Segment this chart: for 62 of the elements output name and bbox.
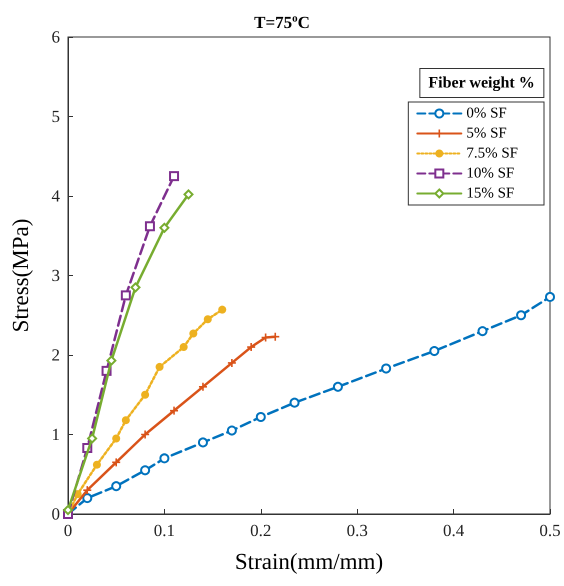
point xyxy=(169,171,180,182)
x-tick-label: 0.3 xyxy=(346,521,368,540)
x-tick-label: 0.5 xyxy=(539,521,561,540)
point xyxy=(92,460,101,469)
point xyxy=(228,358,236,367)
point xyxy=(112,434,120,442)
point xyxy=(180,343,188,352)
point xyxy=(159,222,170,233)
point xyxy=(256,412,266,422)
point xyxy=(381,364,392,374)
point xyxy=(545,292,555,302)
point xyxy=(332,382,343,392)
point xyxy=(218,306,226,314)
legend-label: 15% SF xyxy=(466,186,514,202)
point xyxy=(159,453,170,464)
point xyxy=(170,406,178,415)
x-tick-label: 0.4 xyxy=(442,521,465,540)
legend-label: 10% SF xyxy=(466,166,514,182)
point xyxy=(87,433,98,444)
point xyxy=(63,505,73,516)
point xyxy=(141,430,150,438)
point xyxy=(516,310,526,320)
point xyxy=(198,382,207,391)
point xyxy=(247,343,256,352)
y-tick-label: 0 xyxy=(52,504,60,524)
y-tick-label: 5 xyxy=(52,107,60,126)
y-tick-label: 2 xyxy=(52,346,60,364)
point xyxy=(226,426,237,436)
point xyxy=(198,437,208,448)
y-tick-label: 4 xyxy=(52,186,60,206)
y-tick-label: 1 xyxy=(52,425,60,444)
legend-title: Fiber weight % xyxy=(428,74,535,92)
point xyxy=(189,330,198,338)
point xyxy=(83,486,92,494)
y-axis-title: Stress(MPa) xyxy=(8,218,33,332)
x-tick-label: 0.2 xyxy=(250,521,272,540)
y-tick-label: 6 xyxy=(52,28,60,46)
x-tick-label: 0 xyxy=(64,521,72,540)
point xyxy=(120,290,131,300)
point xyxy=(111,481,122,492)
point xyxy=(204,315,212,324)
point xyxy=(478,326,488,336)
point xyxy=(141,390,150,399)
x-tick-label: 0.1 xyxy=(154,521,176,540)
point xyxy=(122,416,130,424)
legend-label: 0% SF xyxy=(466,106,507,122)
legend-label: 5% SF xyxy=(466,126,507,142)
point xyxy=(130,282,140,292)
point xyxy=(156,362,164,371)
x-axis-title: Strain(mm/mm) xyxy=(234,549,384,574)
point xyxy=(144,221,155,232)
point xyxy=(112,458,120,466)
point xyxy=(82,493,92,504)
point xyxy=(429,346,440,356)
point xyxy=(106,356,116,366)
point xyxy=(140,465,150,476)
point xyxy=(184,189,194,200)
point xyxy=(262,334,270,342)
y-tick-label: 3 xyxy=(52,266,60,285)
point xyxy=(290,398,300,408)
legend-label: 7.5% SF xyxy=(466,146,518,162)
point xyxy=(271,332,280,341)
